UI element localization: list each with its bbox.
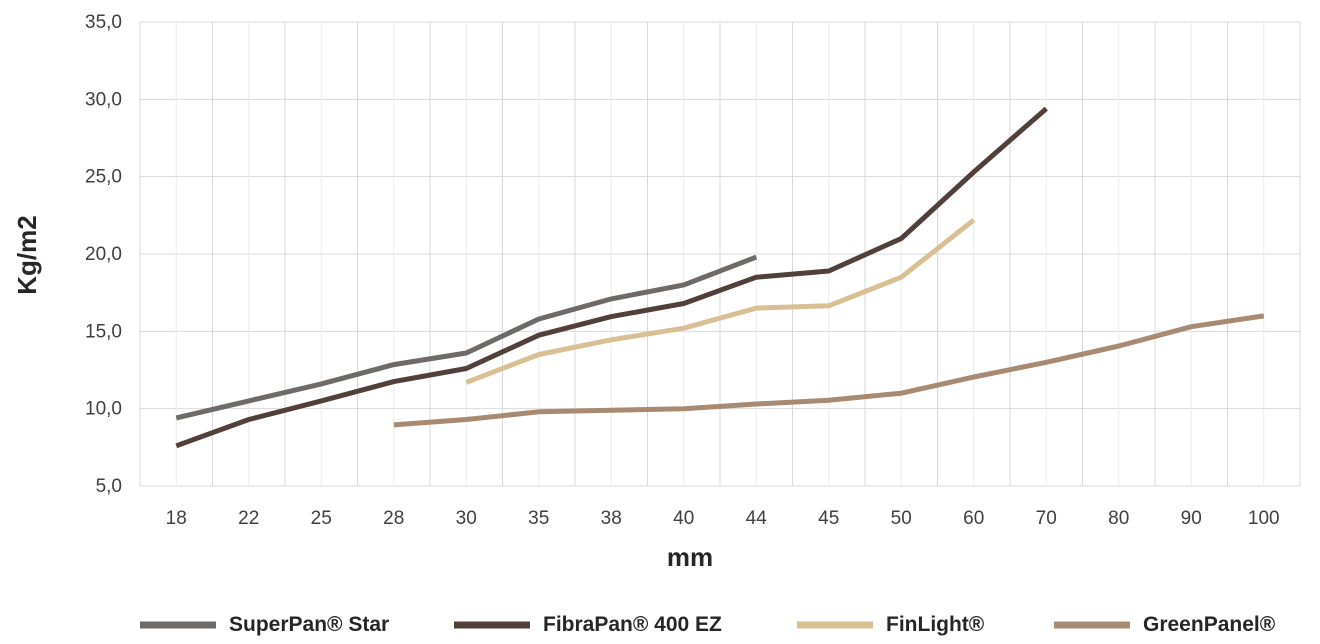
- x-tick-label: 44: [746, 508, 768, 529]
- series-line-1: [175, 106, 1048, 449]
- legend-label: FibraPan® 400 EZ: [543, 613, 722, 636]
- x-tick-label: 25: [311, 508, 332, 529]
- x-axis-title: mm: [667, 542, 713, 572]
- legend-label: SuperPan® Star: [229, 613, 389, 636]
- x-tick-label: 35: [528, 508, 549, 529]
- y-tick-label: 35,0: [85, 12, 122, 33]
- y-tick-label: 30,0: [85, 89, 122, 110]
- legend-label: GreenPanel®: [1143, 613, 1276, 636]
- y-axis-ticks: 5,0 10,0 15,0 20,0 25,0 30,0 35,0: [85, 12, 122, 497]
- x-tick-label: 100: [1248, 508, 1280, 529]
- x-tick-label: 90: [1181, 508, 1202, 529]
- x-tick-label: 45: [818, 508, 839, 529]
- series-line-3: [393, 313, 1265, 428]
- x-tick-label: 30: [456, 508, 477, 529]
- legend: SuperPan® Star FibraPan® 400 EZ FinLight® G…: [140, 613, 1276, 636]
- series-line-0: [175, 254, 758, 421]
- y-tick-label: 25,0: [85, 167, 122, 188]
- x-tick-label: 28: [383, 508, 404, 529]
- x-tick-label: 70: [1036, 508, 1057, 529]
- legend-label: FinLight®: [886, 613, 985, 636]
- series-line-2: [465, 218, 976, 385]
- x-tick-label: 60: [963, 508, 984, 529]
- y-tick-label: 15,0: [85, 321, 122, 342]
- x-tick-label: 80: [1108, 508, 1129, 529]
- x-axis-ticks: 18 22 25 28 30 35 38 40 44 45 50 60 70 80 90 100: [166, 508, 1280, 529]
- x-tick-label: 40: [673, 508, 694, 529]
- x-tick-label: 50: [891, 508, 912, 529]
- x-tick-label: 38: [601, 508, 622, 529]
- grid-lines: [139, 21, 1301, 487]
- y-tick-label: 20,0: [85, 244, 122, 265]
- y-axis-title: Kg/m2: [12, 215, 42, 294]
- x-tick-label: 22: [238, 508, 259, 529]
- y-tick-label: 10,0: [85, 399, 122, 420]
- y-tick-label: 5,0: [96, 476, 122, 497]
- series-lines: [175, 106, 1265, 449]
- x-tick-label: 18: [166, 508, 187, 529]
